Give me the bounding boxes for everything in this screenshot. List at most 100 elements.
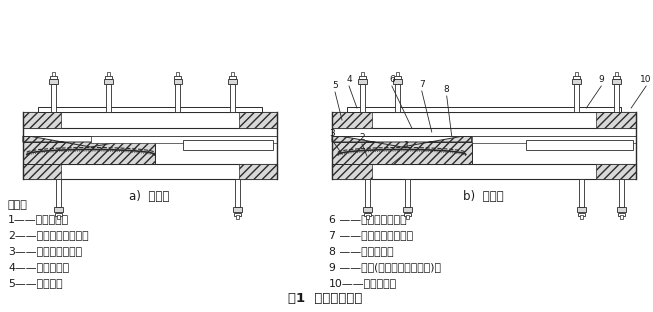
Bar <box>613 76 620 79</box>
Bar <box>52 72 55 76</box>
Text: 8: 8 <box>444 85 449 94</box>
Bar <box>23 112 278 128</box>
Text: 6 ——平面不锈钢板；: 6 ——平面不锈钢板； <box>329 214 407 224</box>
Bar <box>49 79 58 84</box>
Text: 4——上支座板；: 4——上支座板； <box>8 262 69 272</box>
Bar <box>104 76 112 79</box>
Bar <box>614 84 619 112</box>
Bar <box>620 215 623 219</box>
Text: 说明：: 说明： <box>8 200 28 210</box>
Bar <box>332 142 471 164</box>
Bar <box>174 79 182 84</box>
Text: 1: 1 <box>404 141 409 150</box>
Bar <box>332 164 372 179</box>
Bar <box>104 79 113 84</box>
Text: 7: 7 <box>419 80 424 89</box>
Text: 6: 6 <box>389 75 395 84</box>
Bar <box>236 215 239 219</box>
Bar <box>233 207 242 212</box>
Bar <box>91 136 278 143</box>
Bar <box>359 76 366 79</box>
Text: 2: 2 <box>359 133 365 142</box>
Bar <box>176 72 180 76</box>
Bar <box>364 213 371 216</box>
Polygon shape <box>23 136 155 147</box>
Text: 7 ——平面非金属滑板；: 7 ——平面非金属滑板； <box>329 230 413 240</box>
Bar <box>573 76 581 79</box>
Text: a)  纵桥向: a) 纵桥向 <box>129 190 170 203</box>
Bar <box>405 179 410 207</box>
Bar <box>231 72 234 76</box>
Text: 3: 3 <box>329 129 335 138</box>
Bar <box>57 215 60 219</box>
Bar <box>572 79 581 84</box>
Bar <box>618 213 625 216</box>
Text: 9 ——锚栓(螺栓、套筒和螺杆)；: 9 ——锚栓(螺栓、套筒和螺杆)； <box>329 262 441 272</box>
Text: 10——防尘围板。: 10——防尘围板。 <box>329 278 397 288</box>
Bar <box>23 164 278 179</box>
Bar <box>54 207 63 212</box>
Bar <box>106 72 110 76</box>
Bar <box>579 179 584 207</box>
Bar <box>239 164 278 179</box>
Bar <box>55 213 62 216</box>
Bar <box>332 128 636 136</box>
Bar <box>596 164 636 179</box>
Bar <box>332 112 372 128</box>
Bar <box>235 179 240 207</box>
Bar <box>617 207 626 212</box>
Bar <box>229 76 236 79</box>
Text: 图1  多向活动支座: 图1 多向活动支座 <box>288 292 362 305</box>
Text: 5——密封环；: 5——密封环； <box>8 278 63 288</box>
Bar <box>23 128 278 136</box>
Text: 9: 9 <box>598 75 604 84</box>
Bar <box>358 79 367 84</box>
Bar <box>174 76 182 79</box>
Bar <box>393 79 402 84</box>
Bar <box>23 142 155 164</box>
Bar <box>575 72 579 76</box>
Bar <box>365 179 370 207</box>
Polygon shape <box>332 136 471 147</box>
Bar <box>176 84 180 112</box>
Bar <box>394 76 401 79</box>
Text: 1——下支座板；: 1——下支座板； <box>8 214 69 224</box>
Bar <box>332 112 636 128</box>
Bar <box>231 84 235 112</box>
Text: 2——球面非金属滑板；: 2——球面非金属滑板； <box>8 230 89 240</box>
Bar <box>526 140 633 150</box>
Bar <box>234 213 242 216</box>
Bar <box>575 84 579 112</box>
Bar <box>579 213 585 216</box>
Bar <box>183 140 273 150</box>
Bar <box>360 84 365 112</box>
Bar <box>50 76 57 79</box>
Bar <box>363 207 372 212</box>
Bar <box>613 79 621 84</box>
Bar <box>577 207 586 212</box>
Bar <box>361 72 364 76</box>
Bar <box>471 136 636 143</box>
Bar <box>38 107 263 112</box>
Bar <box>396 72 399 76</box>
Bar <box>403 207 412 212</box>
Bar <box>366 215 369 219</box>
Bar <box>51 84 56 112</box>
Bar <box>596 112 636 128</box>
Bar <box>395 84 400 112</box>
Bar <box>239 112 278 128</box>
Bar <box>106 84 110 112</box>
Bar <box>404 213 411 216</box>
Text: 4: 4 <box>346 75 352 84</box>
Text: b)  横桥向: b) 横桥向 <box>463 190 504 203</box>
Bar <box>23 164 61 179</box>
Text: 3——球面不锈钢板；: 3——球面不锈钢板； <box>8 246 82 256</box>
Text: 8 ——球冠衬板；: 8 ——球冠衬板； <box>329 246 394 256</box>
Bar <box>23 112 61 128</box>
Bar <box>406 215 409 219</box>
Bar <box>332 164 636 179</box>
Bar <box>229 79 237 84</box>
Bar <box>347 107 621 112</box>
Bar <box>615 72 618 76</box>
Bar <box>581 215 583 219</box>
